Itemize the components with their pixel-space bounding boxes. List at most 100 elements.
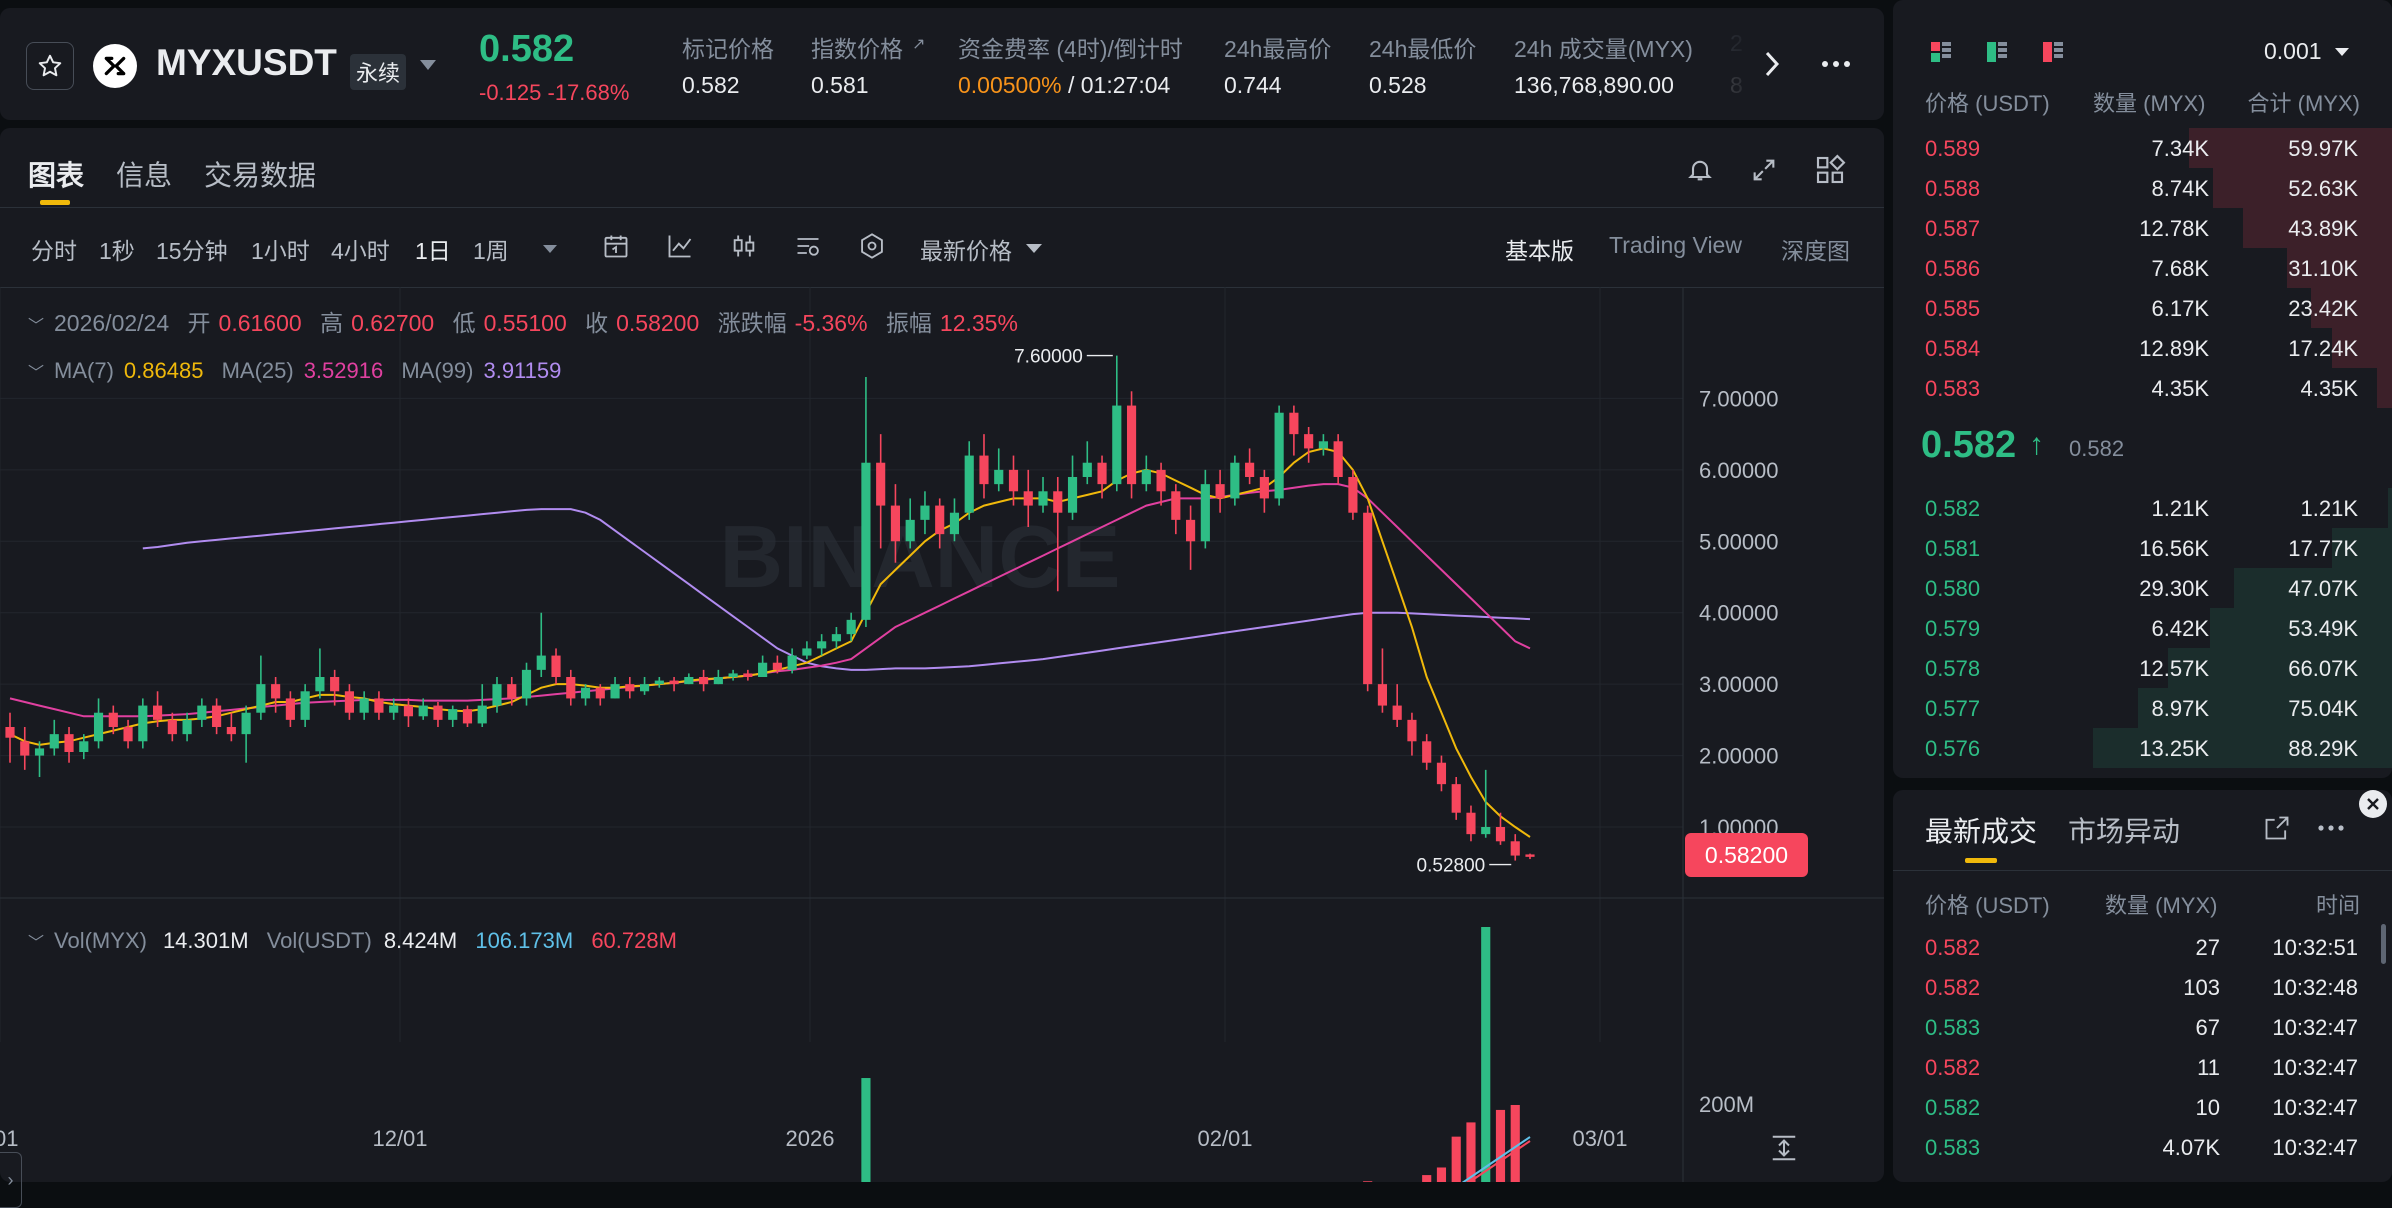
view-tradingview[interactable]: Trading View [1609,232,1742,259]
book-header-price: 价格 (USDT) [1925,86,2050,118]
stat-label-funding: 资金费率 (4时)/倒计时 [958,30,1183,64]
candle-body [522,670,531,699]
book-asks-view-icon[interactable] [2039,38,2067,66]
interval-1w[interactable]: 1周 [473,232,509,266]
interval-time[interactable]: 分时 [31,232,77,266]
interval-15m[interactable]: 15分钟 [156,232,228,266]
candle-body [847,620,856,634]
candlestick-chart[interactable]: BINANCE 7.600000.528007.000006.000005.00… [0,287,1884,1182]
funding-countdown: / 01:27:04 [1062,72,1171,98]
trade-price: 0.582 [1925,1055,1980,1081]
layout-grid-icon[interactable] [1810,150,1850,190]
symbol-name[interactable]: MYXUSDT [156,42,337,84]
vol-ma-value-2: 60.728M [591,928,677,953]
book-total: 17.77K [2288,536,2358,562]
ohlc-collapse-chevron-icon[interactable]: ﹀ [28,318,44,335]
y-tick-label: 2.00000 [1699,744,1779,769]
indicator-icon[interactable] [662,228,698,264]
candle-body [1024,491,1033,505]
trades-scrollbar[interactable] [2381,924,2386,964]
candle-body [1097,463,1106,484]
volume-bar [1422,1175,1431,1182]
fullscreen-icon[interactable] [1744,150,1784,190]
candle-body [758,663,767,677]
precision-chevron-icon[interactable] [2335,48,2349,56]
price-type-chevron-icon[interactable] [1026,244,1042,253]
book-total: 88.29K [2288,736,2358,762]
stat-value-funding: 0.00500% / 01:27:04 [958,72,1170,99]
view-depth[interactable]: 深度图 [1781,232,1850,266]
candle-body [1437,763,1446,784]
book-bids-view-icon[interactable] [1983,38,2011,66]
book-qty: 8.74K [2152,176,2210,202]
price-type-select[interactable]: 最新价格 [920,232,1012,266]
ma-collapse-chevron-icon[interactable]: ﹀ [28,365,44,382]
interval-4h[interactable]: 4小时 [331,232,390,266]
tab-chart[interactable]: 图表 [28,154,84,194]
book-qty: 16.56K [2139,536,2209,562]
more-options-icon[interactable] [1816,52,1856,76]
candle-body [1378,684,1387,705]
y-tick-label: 7.00000 [1699,386,1779,411]
view-basic[interactable]: 基本版 [1505,232,1574,266]
shield-hex-icon[interactable] [854,228,890,264]
expand-panel-chevron-icon[interactable]: › [0,1152,22,1208]
candle-body [655,681,664,685]
candle-body [832,634,841,641]
candle-body [448,709,457,720]
chart-settings-icon[interactable] [790,228,826,264]
interval-1h[interactable]: 1小时 [251,232,310,266]
interval-more-chevron-icon[interactable] [543,245,557,253]
precision-select[interactable]: 0.001 [2264,38,2322,65]
candle-style-icon[interactable] [726,228,762,264]
tab-market-movers[interactable]: 市场异动 [2068,810,2180,850]
trade-price: 0.583 [1925,1135,1980,1161]
calendar-replay-icon[interactable] [598,228,634,264]
tab-trading-data[interactable]: 交易数据 [204,154,316,194]
stat-label-volume: 24h 成交量(MYX) [1514,30,1693,64]
book-both-view-icon[interactable] [1927,38,1955,66]
candle-body [610,684,619,698]
interval-1d[interactable]: 1日 [415,232,451,266]
scroll-right-chevron-icon[interactable] [1756,48,1788,80]
book-qty: 12.57K [2139,656,2209,682]
scroll-to-latest-icon[interactable] [1764,1128,1804,1168]
y-tick-label: 4.00000 [1699,601,1779,626]
popout-icon[interactable] [2259,810,2295,846]
external-link-arrow-icon[interactable]: ↗ [912,34,925,54]
tab-latest-trades[interactable]: 最新成交 [1925,810,2037,850]
vol-collapse-chevron-icon[interactable]: ﹀ [28,935,44,952]
ma7-value: 0.86485 [124,358,204,383]
symbol-dropdown-chevron-icon[interactable] [420,60,436,70]
book-total: 47.07K [2288,576,2358,602]
tab-info[interactable]: 信息 [116,154,172,194]
trades-tab-underline [1965,858,1997,863]
book-qty: 29.30K [2139,576,2209,602]
interval-1s[interactable]: 1秒 [99,232,135,266]
x-tick-label: 01 [0,1126,18,1151]
close-panel-icon[interactable] [2359,790,2387,818]
book-mid-mark[interactable]: 0.582 [2069,436,2124,462]
trades-more-icon[interactable] [2313,816,2349,840]
favorite-star-icon[interactable] [26,42,74,90]
candle-body [965,456,974,513]
trade-time: 10:32:47 [2272,1135,2358,1161]
bell-icon[interactable] [1680,150,1720,190]
